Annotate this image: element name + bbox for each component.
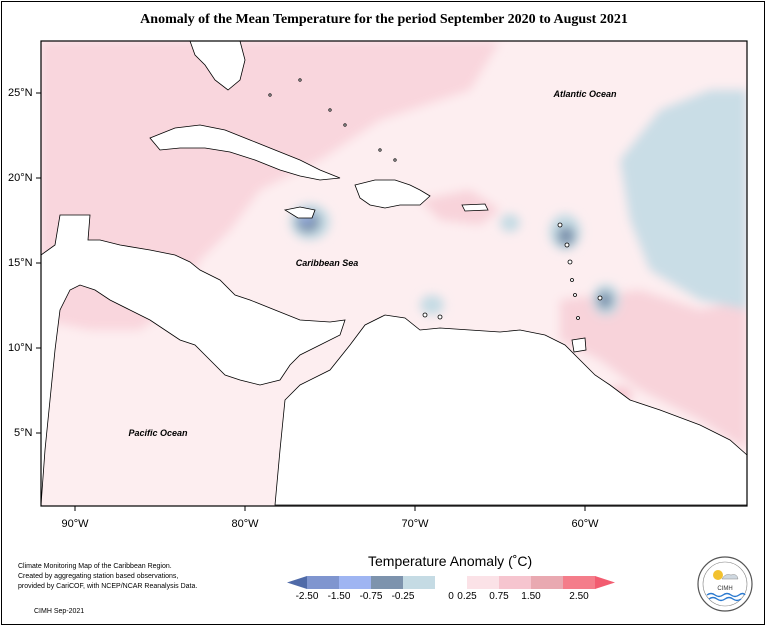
warm-anomaly-southeast: [560, 290, 747, 450]
footnote-line: Created by aggregating station based obs…: [18, 573, 179, 580]
lon-tick: 80°W: [231, 518, 259, 530]
cool-anomaly-leewards: [557, 226, 575, 246]
legend-tick-label: 0.75: [489, 591, 509, 602]
central-america-land: [41, 214, 346, 506]
footnote: Climate Monitoring Map of the Caribbean …: [18, 562, 197, 592]
puerto-rico-land: [461, 203, 489, 212]
cool-anomaly-barbados: [597, 291, 613, 309]
map-frame: [40, 40, 748, 507]
lon-tick: 60°W: [571, 518, 599, 530]
legend-tick-label: 0: [448, 591, 454, 602]
legend-tick-label: -0.75: [359, 591, 383, 602]
lon-tick: 70°W: [401, 518, 429, 530]
land-outlines: [41, 41, 747, 506]
cloud-icon: [721, 574, 739, 580]
legend-tick-label: 1.50: [521, 591, 541, 602]
lat-tick: 25°N: [8, 87, 33, 99]
cuba-land: [149, 124, 341, 181]
cimh-logo: CIMH: [697, 556, 753, 612]
sun-icon: [713, 570, 723, 580]
logo-text: CIMH: [717, 586, 732, 592]
legend-title: Temperature Anomaly (˚C): [368, 553, 533, 569]
legend-tick-label: -2.50: [295, 591, 319, 602]
cool-anomaly-curacao: [420, 295, 444, 315]
label-pacific-ocean: Pacific Ocean: [128, 428, 188, 438]
label-atlantic-ocean: Atlantic Ocean: [552, 89, 617, 99]
trinidad-land: [571, 337, 587, 353]
map-title: Anomaly of the Mean Temperature for the …: [140, 12, 628, 27]
cool-anomaly-pr: [500, 214, 520, 232]
label-caribbean-sea: Caribbean Sea: [296, 258, 359, 268]
lat-tick: 5°N: [14, 427, 33, 439]
florida-land: [189, 41, 246, 91]
axis-ticks: [36, 92, 586, 511]
lon-tick: 90°W: [61, 518, 89, 530]
hispaniola-land: [354, 179, 431, 209]
legend-tick-label: -1.50: [327, 591, 351, 602]
wave-icon: [708, 596, 742, 602]
footnote-line: Climate Monitoring Map of the Caribbean …: [18, 563, 172, 570]
legend-tick-label: -0.25: [391, 591, 415, 602]
jamaica-land: [283, 206, 316, 219]
legend-tick-label: 2.50: [569, 591, 589, 602]
lat-tick: 10°N: [8, 342, 33, 354]
small-islands: [268, 78, 603, 320]
wave-icon: [706, 592, 746, 598]
lat-tick: 20°N: [8, 172, 33, 184]
warm-anomaly-central: [420, 190, 500, 225]
footnote-line: provided by CariCOF, with NCEP/NCAR Rean…: [18, 583, 198, 590]
cool-anomaly-atlantic: [620, 90, 747, 310]
lat-tick: 15°N: [8, 257, 33, 269]
legend-tick-label: 0.25: [457, 591, 477, 602]
credit-text: CIMH Sep-2021: [34, 608, 85, 615]
south-america-land: [274, 314, 747, 506]
